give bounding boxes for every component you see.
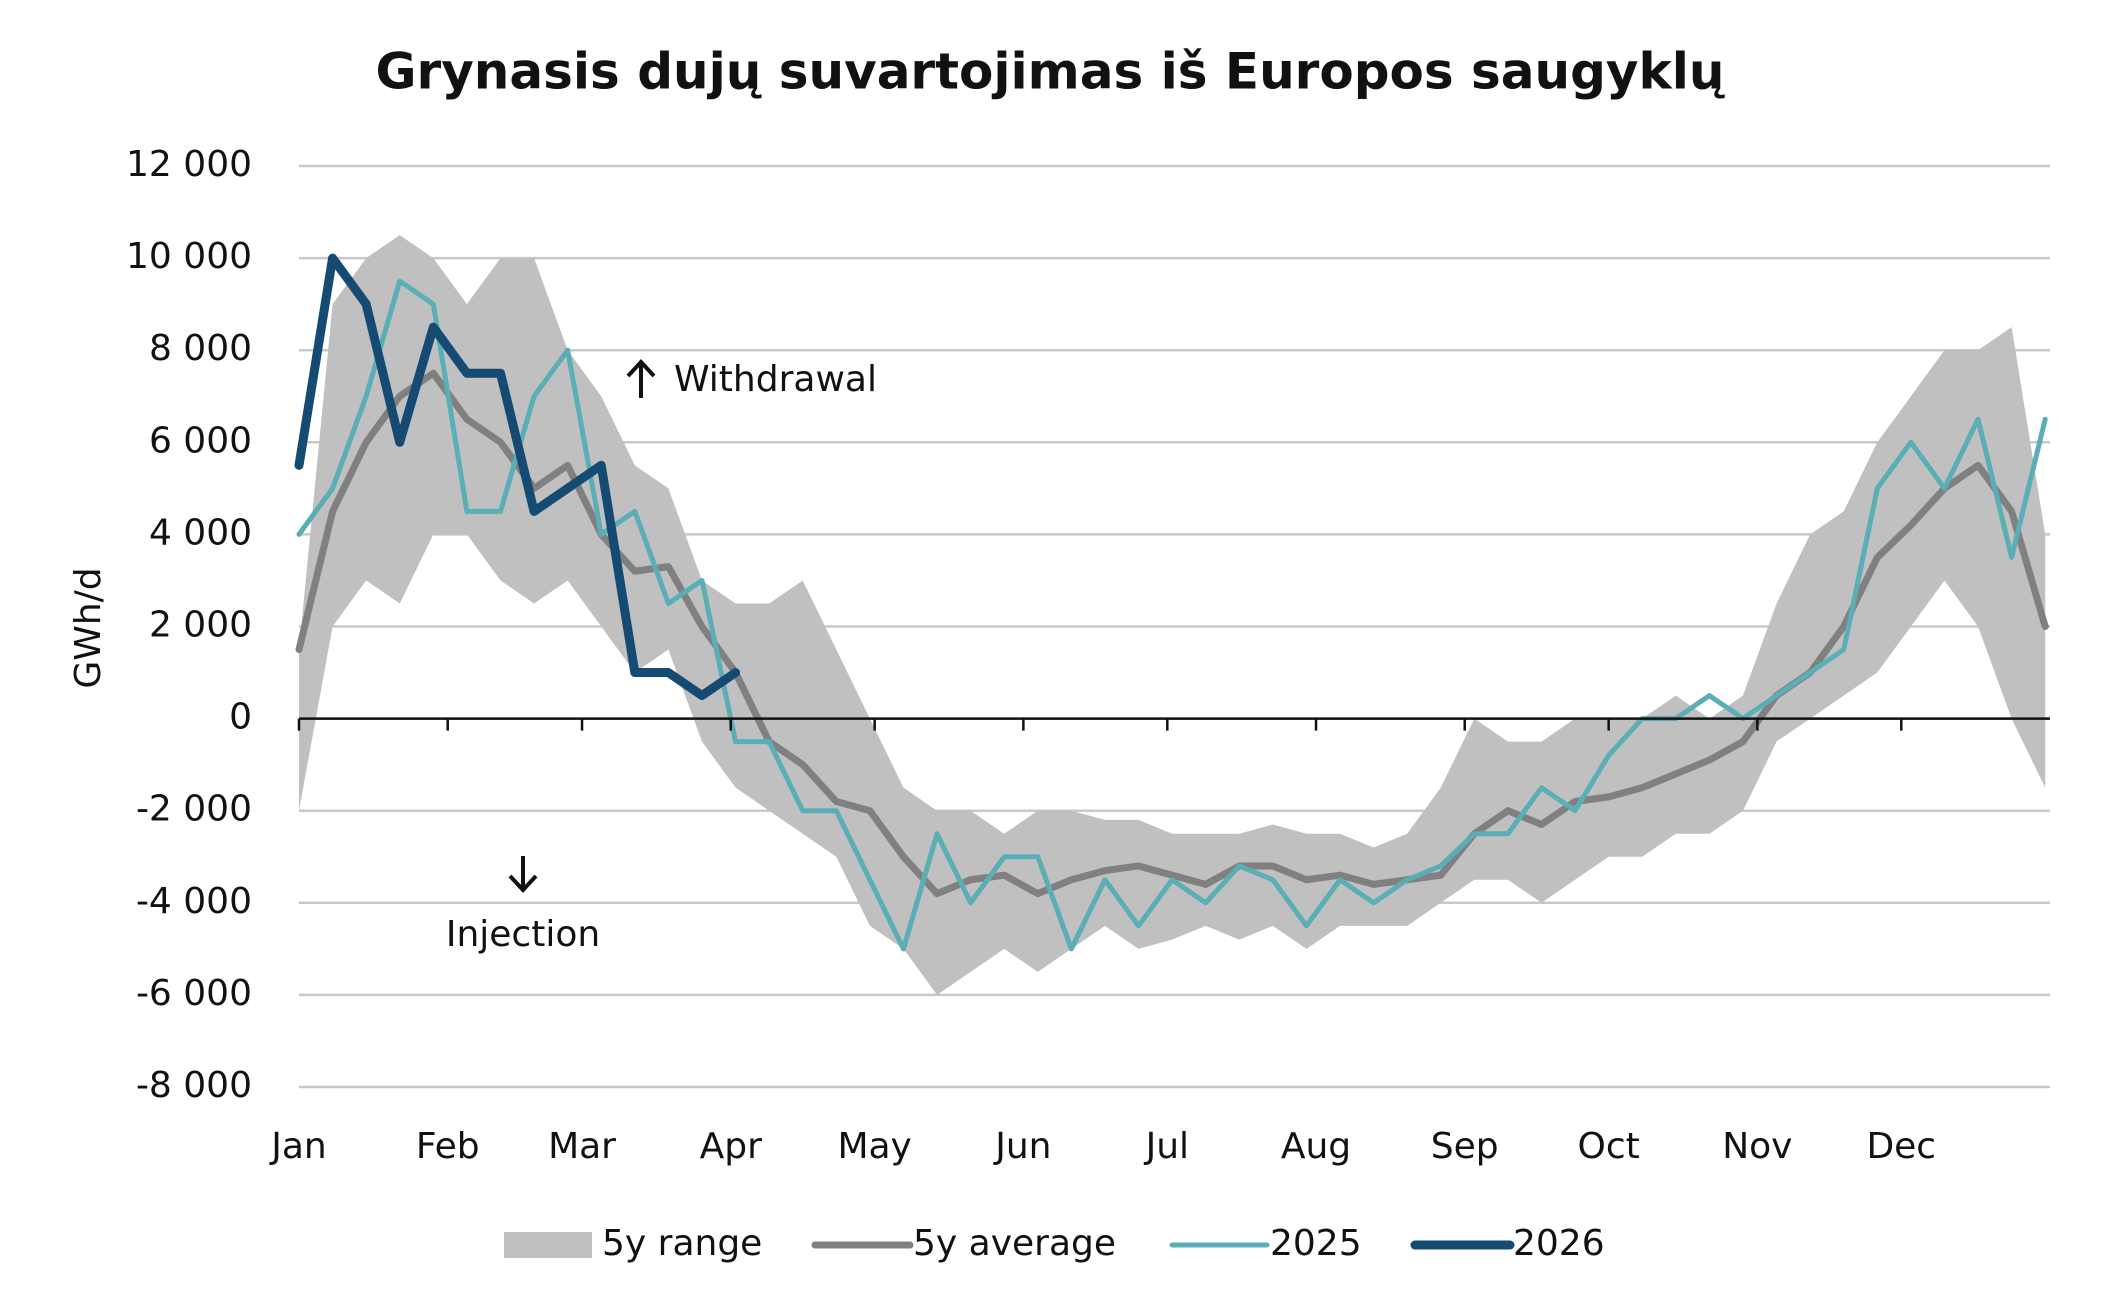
y-tick-label: -8 000	[136, 1065, 252, 1106]
x-tick-label: Dec	[1866, 1126, 1936, 1167]
y-tick-label: 10 000	[126, 236, 252, 277]
x-tick-label: May	[837, 1126, 911, 1167]
plot: -8 000 -6 000 -4 000 -2 000 0 2 000 4 000 6 000…	[126, 144, 2050, 1264]
y-axis-label: GWh/d	[68, 567, 109, 688]
series-line	[295, 369, 2049, 898]
x-tick-label: Aug	[1281, 1126, 1351, 1167]
y-tick-label: 0	[229, 697, 252, 738]
y-tick-label: 8 000	[149, 328, 252, 369]
legend-label: 5y range	[602, 1223, 762, 1264]
series-layer	[294, 235, 2049, 995]
y-tick-label: 2 000	[149, 605, 252, 646]
x-tick-label: Oct	[1578, 1126, 1640, 1167]
x-tick-label: Nov	[1722, 1126, 1792, 1167]
legend-label: 5y average	[913, 1223, 1116, 1264]
series-line	[294, 253, 741, 701]
legend-label: 2026	[1513, 1223, 1605, 1264]
x-tick-label: Sep	[1431, 1126, 1499, 1167]
annotation: Injection	[446, 914, 600, 955]
y-tick-label: 12 000	[126, 144, 252, 185]
injection-arrow	[508, 856, 538, 893]
legend-label: 2025	[1270, 1223, 1362, 1264]
x-tick-label: Jun	[993, 1126, 1051, 1167]
range-area	[299, 235, 2046, 995]
withdrawal-arrow	[626, 359, 656, 398]
x-tick-label: Feb	[416, 1126, 480, 1167]
x-tick-label: Jul	[1144, 1126, 1189, 1167]
y-tick-label: -6 000	[136, 973, 252, 1014]
annotation: Withdrawal	[674, 359, 877, 400]
y-tick-label: -4 000	[136, 881, 252, 922]
x-tick-label: Mar	[548, 1126, 616, 1167]
legend-swatch	[504, 1232, 592, 1258]
chart-title: Grynasis dujų suvartojimas iš Europos sa…	[376, 43, 1725, 101]
y-tick-label: 6 000	[149, 420, 252, 461]
y-tick-label: 4 000	[149, 512, 252, 553]
x-tick-label: Apr	[700, 1126, 762, 1167]
y-tick-label: -2 000	[136, 789, 252, 830]
x-tick-label: Jan	[269, 1126, 327, 1167]
